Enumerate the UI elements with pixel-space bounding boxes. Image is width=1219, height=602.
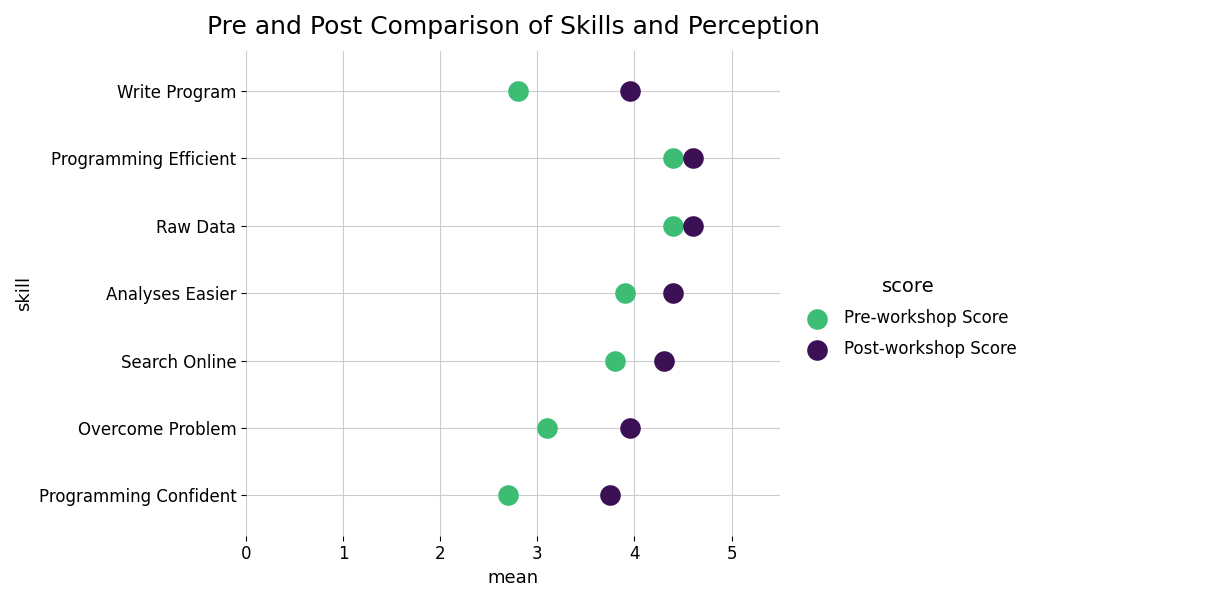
Legend: Pre-workshop Score, Post-workshop Score: Pre-workshop Score, Post-workshop Score (794, 270, 1023, 365)
Point (601, 491, 620, 500)
Point (606, 356, 625, 365)
X-axis label: mean: mean (488, 569, 539, 587)
Point (538, 423, 557, 433)
Point (508, 86, 528, 96)
Point (683, 154, 702, 163)
Point (614, 288, 634, 298)
Y-axis label: skill: skill (15, 276, 33, 311)
Point (663, 154, 683, 163)
Point (663, 288, 683, 298)
Point (619, 423, 639, 433)
Point (619, 86, 639, 96)
Point (499, 491, 518, 500)
Point (663, 221, 683, 231)
Title: Pre and Post Comparison of Skills and Perception: Pre and Post Comparison of Skills and Pe… (206, 15, 819, 39)
Point (683, 221, 702, 231)
Point (653, 356, 673, 365)
